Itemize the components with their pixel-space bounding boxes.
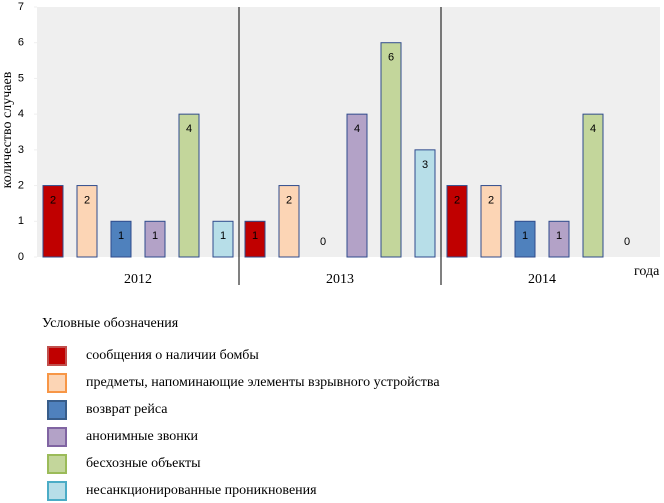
- y-tick-label: 5: [18, 72, 24, 84]
- bar: [480, 185, 502, 258]
- bar: [582, 113, 604, 258]
- legend-swatch: [47, 427, 67, 447]
- bar: [514, 220, 536, 258]
- y-tick-label: 7: [18, 1, 24, 13]
- legend-label: анонимные звонки: [86, 429, 199, 444]
- data-label: 1: [152, 230, 158, 242]
- y-axis-label: количество случаев: [0, 71, 15, 188]
- x-tick-label: 2012: [124, 272, 152, 287]
- bar: [380, 42, 402, 258]
- bar: [414, 149, 436, 258]
- data-label: 1: [252, 230, 258, 242]
- bar: [212, 220, 234, 258]
- legend-title: Условные обозначения: [42, 316, 179, 331]
- bar: [446, 185, 468, 258]
- bar: [548, 220, 570, 258]
- y-tick-label: 6: [18, 37, 24, 49]
- bar: [42, 185, 64, 258]
- legend-label: несанкционированные проникновения: [86, 483, 317, 498]
- bar: [346, 113, 368, 258]
- legend-label: предметы, напоминающие элементы взрывног…: [86, 375, 440, 390]
- bar: [278, 185, 300, 258]
- data-label: 3: [422, 159, 428, 171]
- legend-label: возврат рейса: [86, 402, 168, 417]
- y-tick-label: 1: [18, 215, 24, 227]
- x-tick-label: 2014: [528, 272, 556, 287]
- bar: [144, 220, 166, 258]
- bar: [110, 220, 132, 258]
- x-axis-label: года: [634, 264, 660, 279]
- data-label: 6: [388, 52, 394, 64]
- legend-swatch: [47, 454, 67, 474]
- data-label: 0: [320, 236, 326, 248]
- bar: [178, 113, 200, 258]
- data-label: 1: [220, 230, 226, 242]
- data-label: 2: [84, 194, 90, 206]
- data-label: 2: [286, 194, 292, 206]
- legend-swatch: [47, 481, 67, 501]
- bar: [76, 185, 98, 258]
- data-label: 1: [118, 230, 124, 242]
- data-label: 0: [624, 236, 630, 248]
- data-label: 1: [556, 230, 562, 242]
- data-label: 4: [186, 123, 192, 135]
- legend-label: бесхозные объекты: [86, 456, 201, 471]
- legend-label: сообщения о наличии бомбы: [86, 348, 259, 363]
- x-tick-label: 2013: [326, 272, 354, 287]
- y-tick-label: 3: [18, 144, 24, 156]
- y-tick-label: 0: [18, 251, 24, 263]
- data-label: 1: [522, 230, 528, 242]
- y-tick-label: 4: [18, 108, 24, 120]
- data-label: 2: [454, 194, 460, 206]
- bar: [244, 220, 266, 258]
- legend-swatch: [47, 346, 67, 366]
- y-tick-label: 2: [18, 179, 24, 191]
- data-label: 2: [50, 194, 56, 206]
- legend-swatch: [47, 373, 67, 393]
- data-label: 4: [590, 123, 596, 135]
- legend-swatch: [47, 400, 67, 420]
- data-label: 2: [488, 194, 494, 206]
- data-label: 4: [354, 123, 360, 135]
